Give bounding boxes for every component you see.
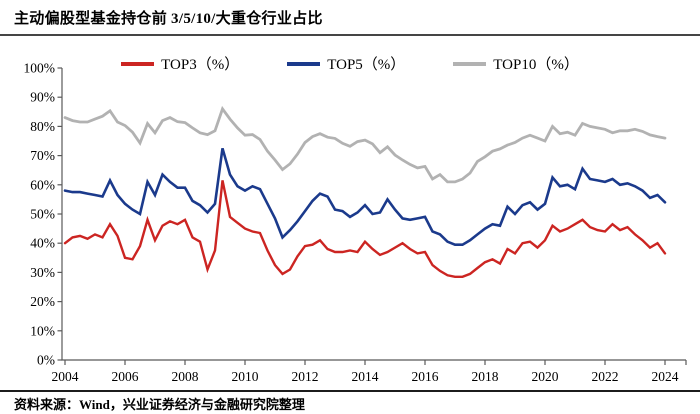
svg-text:2010: 2010: [232, 369, 259, 384]
legend-swatch-top3: [121, 61, 155, 66]
title-divider-line: [0, 34, 700, 36]
svg-text:2008: 2008: [172, 369, 199, 384]
chart-canvas: 0% 10% 20% 30% 40% 50% 60% 70% 80% 90% 100% 2004 200…: [24, 61, 687, 384]
svg-text:70%: 70%: [30, 148, 55, 163]
svg-text:60%: 60%: [30, 177, 55, 192]
legend-label-top3: TOP3（%）: [161, 57, 240, 73]
svg-text:2020: 2020: [532, 369, 559, 384]
legend-swatch-top10: [453, 61, 487, 66]
chart-area: 0% 10% 20% 30% 40% 50% 60% 70% 80% 90% 100% 2004 200…: [0, 50, 700, 395]
svg-text:2018: 2018: [472, 369, 499, 384]
legend-label-top10: TOP10（%）: [493, 57, 579, 73]
svg-text:0%: 0%: [37, 353, 55, 368]
svg-text:10%: 10%: [30, 323, 55, 338]
legend-item-top5: TOP5（%）: [287, 53, 405, 74]
svg-text:90%: 90%: [30, 90, 55, 105]
svg-text:40%: 40%: [30, 236, 55, 251]
legend-item-top3: TOP3（%）: [121, 53, 239, 74]
svg-text:2022: 2022: [592, 369, 619, 384]
svg-text:2014: 2014: [352, 369, 379, 384]
svg-text:20%: 20%: [30, 294, 55, 309]
legend-swatch-top5: [287, 61, 321, 66]
svg-text:30%: 30%: [30, 265, 55, 280]
svg-text:2012: 2012: [292, 369, 319, 384]
svg-text:100%: 100%: [24, 61, 56, 76]
svg-text:2024: 2024: [652, 369, 679, 384]
chart-title: 主动偏股型基金持仓前 3/5/10/大重仓行业占比: [14, 11, 323, 27]
svg-text:50%: 50%: [30, 207, 55, 222]
legend-label-top5: TOP5（%）: [327, 57, 406, 73]
chart-legend: TOP3（%） TOP5（%） TOP10（%）: [0, 53, 700, 74]
svg-text:2004: 2004: [52, 369, 79, 384]
svg-text:2016: 2016: [412, 369, 439, 384]
legend-item-top10: TOP10（%）: [453, 53, 579, 74]
svg-text:2006: 2006: [112, 369, 139, 384]
svg-text:80%: 80%: [30, 119, 55, 134]
footer-divider-line: [0, 390, 700, 392]
source-note: 资料来源：Wind，兴业证券经济与金融研究院整理: [14, 397, 305, 412]
